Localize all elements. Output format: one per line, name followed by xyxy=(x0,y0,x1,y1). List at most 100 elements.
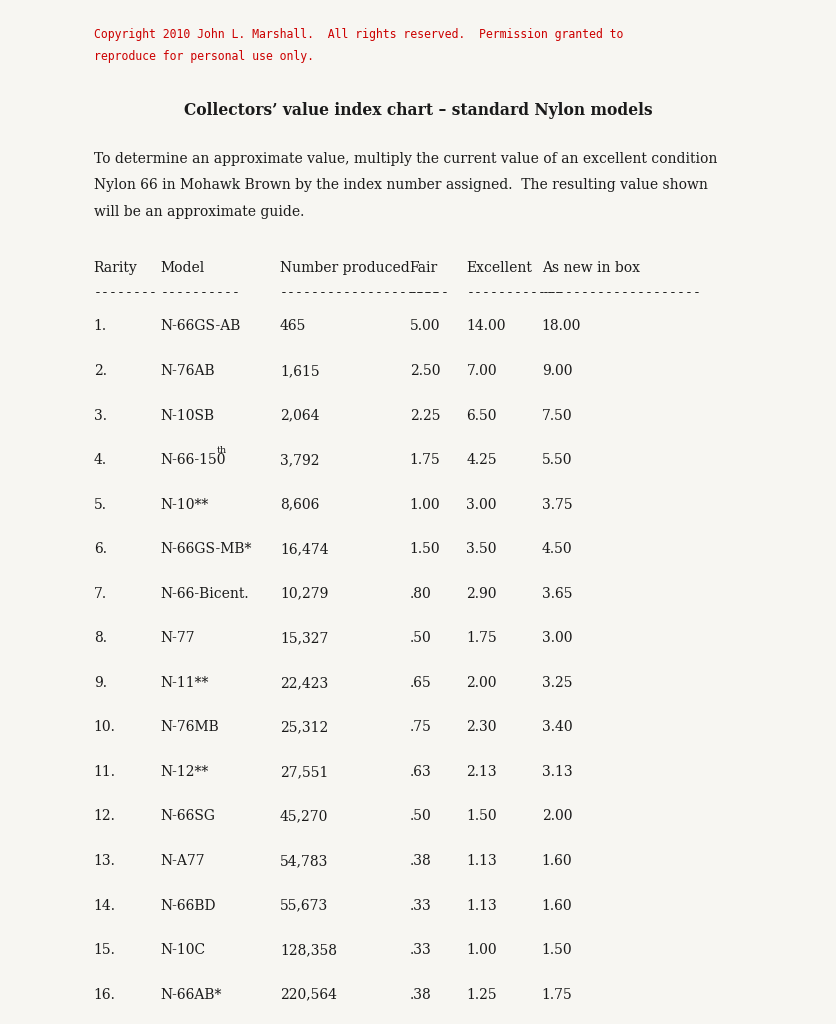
Text: 13.: 13. xyxy=(94,854,115,868)
Text: 1.60: 1.60 xyxy=(542,899,573,912)
Text: --------------------: -------------------- xyxy=(280,286,440,299)
Text: Nylon 66 in Mohawk Brown by the index number assigned.  The resulting value show: Nylon 66 in Mohawk Brown by the index nu… xyxy=(94,178,707,193)
Text: N-66GS-AB: N-66GS-AB xyxy=(161,319,241,334)
Text: Number produced: Number produced xyxy=(280,261,410,275)
Text: 3.: 3. xyxy=(94,409,107,423)
Text: 2.30: 2.30 xyxy=(466,721,497,734)
Text: 10,279: 10,279 xyxy=(280,587,329,601)
Text: Fair: Fair xyxy=(410,261,438,275)
Text: 25,312: 25,312 xyxy=(280,721,329,734)
Text: 1.13: 1.13 xyxy=(466,854,497,868)
Text: 2.: 2. xyxy=(94,365,107,378)
Text: .33: .33 xyxy=(410,943,431,957)
Text: N-66BD: N-66BD xyxy=(161,899,216,912)
Text: ------------: ------------ xyxy=(466,286,563,299)
Text: 1.75: 1.75 xyxy=(542,987,573,1001)
Text: 5.: 5. xyxy=(94,498,107,512)
Text: 3.13: 3.13 xyxy=(542,765,573,779)
Text: 3,792: 3,792 xyxy=(280,454,319,467)
Text: ----------: ---------- xyxy=(161,286,241,299)
Text: .38: .38 xyxy=(410,987,431,1001)
Text: 9.00: 9.00 xyxy=(542,365,572,378)
Text: 22,423: 22,423 xyxy=(280,676,329,690)
Text: 5.00: 5.00 xyxy=(410,319,440,334)
Text: 16,474: 16,474 xyxy=(280,543,329,556)
Text: 5.50: 5.50 xyxy=(542,454,572,467)
Text: --------------------: -------------------- xyxy=(542,286,701,299)
Text: 15.: 15. xyxy=(94,943,115,957)
Text: N-66AB*: N-66AB* xyxy=(161,987,222,1001)
Text: 1.75: 1.75 xyxy=(410,454,441,467)
Text: 2.00: 2.00 xyxy=(466,676,497,690)
Text: 220,564: 220,564 xyxy=(280,987,337,1001)
Text: --------: -------- xyxy=(94,286,158,299)
Text: 128,358: 128,358 xyxy=(280,943,337,957)
Text: 7.50: 7.50 xyxy=(542,409,573,423)
Text: 45,270: 45,270 xyxy=(280,809,329,823)
Text: Excellent: Excellent xyxy=(466,261,533,275)
Text: .65: .65 xyxy=(410,676,431,690)
Text: 1.50: 1.50 xyxy=(542,943,573,957)
Text: 2.13: 2.13 xyxy=(466,765,497,779)
Text: 4.50: 4.50 xyxy=(542,543,573,556)
Text: 11.: 11. xyxy=(94,765,115,779)
Text: 55,673: 55,673 xyxy=(280,899,329,912)
Text: .75: .75 xyxy=(410,721,431,734)
Text: 3.00: 3.00 xyxy=(466,498,497,512)
Text: As new in box: As new in box xyxy=(542,261,640,275)
Text: 4.: 4. xyxy=(94,454,107,467)
Text: reproduce for personal use only.: reproduce for personal use only. xyxy=(94,50,314,63)
Text: 18.00: 18.00 xyxy=(542,319,581,334)
Text: N-12**: N-12** xyxy=(161,765,209,779)
Text: .50: .50 xyxy=(410,809,431,823)
Text: 1.60: 1.60 xyxy=(542,854,573,868)
Text: N-11**: N-11** xyxy=(161,676,209,690)
Text: 14.: 14. xyxy=(94,899,115,912)
Text: Copyright 2010 John L. Marshall.  All rights reserved.  Permission granted to: Copyright 2010 John L. Marshall. All rig… xyxy=(94,28,623,41)
Text: 1.75: 1.75 xyxy=(466,631,497,645)
Text: 3.75: 3.75 xyxy=(542,498,573,512)
Text: 3.40: 3.40 xyxy=(542,721,573,734)
Text: 1.: 1. xyxy=(94,319,107,334)
Text: 10.: 10. xyxy=(94,721,115,734)
Text: 15,327: 15,327 xyxy=(280,631,329,645)
Text: 2.00: 2.00 xyxy=(542,809,572,823)
Text: will be an approximate guide.: will be an approximate guide. xyxy=(94,205,304,219)
Text: 27,551: 27,551 xyxy=(280,765,329,779)
Text: 2.90: 2.90 xyxy=(466,587,497,601)
Text: N-10C: N-10C xyxy=(161,943,206,957)
Text: 6.: 6. xyxy=(94,543,107,556)
Text: 1.00: 1.00 xyxy=(466,943,497,957)
Text: 2,064: 2,064 xyxy=(280,409,319,423)
Text: N-10**: N-10** xyxy=(161,498,209,512)
Text: 1.00: 1.00 xyxy=(410,498,441,512)
Text: 3.00: 3.00 xyxy=(542,631,572,645)
Text: 1.13: 1.13 xyxy=(466,899,497,912)
Text: Rarity: Rarity xyxy=(94,261,137,275)
Text: 465: 465 xyxy=(280,319,307,334)
Text: 1,615: 1,615 xyxy=(280,365,319,378)
Text: N-66GS-MB*: N-66GS-MB* xyxy=(161,543,252,556)
Text: N-66-150: N-66-150 xyxy=(161,454,226,467)
Text: 8,606: 8,606 xyxy=(280,498,319,512)
Text: 2.50: 2.50 xyxy=(410,365,440,378)
Text: N-66-Bicent.: N-66-Bicent. xyxy=(161,587,249,601)
Text: 54,783: 54,783 xyxy=(280,854,329,868)
Text: Collectors’ value index chart – standard Nylon models: Collectors’ value index chart – standard… xyxy=(184,102,652,120)
Text: .63: .63 xyxy=(410,765,431,779)
Text: 9.: 9. xyxy=(94,676,107,690)
Text: 7.00: 7.00 xyxy=(466,365,497,378)
Text: 14.00: 14.00 xyxy=(466,319,506,334)
Text: 7.: 7. xyxy=(94,587,107,601)
Text: -----: ----- xyxy=(410,286,450,299)
Text: N-76MB: N-76MB xyxy=(161,721,219,734)
Text: 1.25: 1.25 xyxy=(466,987,497,1001)
Text: N-77: N-77 xyxy=(161,631,195,645)
Text: th: th xyxy=(217,446,227,455)
Text: Model: Model xyxy=(161,261,205,275)
Text: 12.: 12. xyxy=(94,809,115,823)
Text: N-76AB: N-76AB xyxy=(161,365,215,378)
Text: .80: .80 xyxy=(410,587,431,601)
Text: N-66SG: N-66SG xyxy=(161,809,216,823)
Text: 3.65: 3.65 xyxy=(542,587,572,601)
